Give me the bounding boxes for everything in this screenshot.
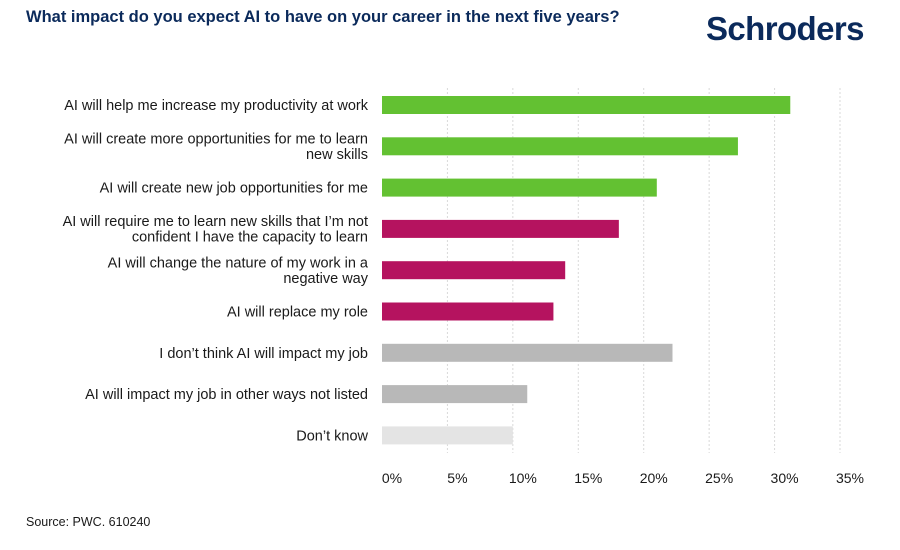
schroders-logo: Schroders — [706, 10, 864, 47]
bar — [382, 302, 554, 321]
bars — [382, 96, 791, 445]
bar — [382, 137, 738, 156]
x-tick-label: 0% — [382, 470, 402, 486]
category-label: AI will create new job opportunities for… — [100, 181, 368, 197]
x-tick-label: 25% — [705, 470, 733, 486]
category-label: AI will impact my job in other ways not … — [85, 387, 368, 403]
x-tick-label: 30% — [771, 470, 799, 486]
bar — [382, 426, 513, 445]
category-label: AI will change the nature of my work in … — [108, 255, 369, 287]
bar — [382, 343, 673, 362]
bar — [382, 178, 657, 197]
bar — [382, 385, 528, 404]
bar — [382, 96, 791, 114]
x-tick-label: 15% — [574, 470, 602, 486]
category-label: AI will require me to learn new skills t… — [63, 214, 368, 246]
source-note: Source: PWC. 610240 — [26, 515, 151, 529]
category-label: AI will create more opportunities for me… — [64, 132, 368, 164]
x-tick-label: 35% — [836, 470, 864, 486]
x-tick-label: 20% — [640, 470, 668, 486]
category-label: AI will replace my role — [227, 305, 368, 321]
x-tick-label: 5% — [447, 470, 467, 486]
category-label: I don’t think AI will impact my job — [159, 346, 368, 362]
category-labels: AI will help me increase my productivity… — [63, 98, 369, 444]
chart-title: What impact do you expect AI to have on … — [26, 8, 620, 26]
category-label: AI will help me increase my productivity… — [64, 98, 369, 114]
bar — [382, 219, 619, 238]
x-axis-ticks: 0% 5% 10% 15% 20% 25% 30% 35% — [382, 470, 864, 486]
bar — [382, 261, 566, 280]
category-label: Don’t know — [296, 428, 368, 444]
x-tick-label: 10% — [509, 470, 537, 486]
